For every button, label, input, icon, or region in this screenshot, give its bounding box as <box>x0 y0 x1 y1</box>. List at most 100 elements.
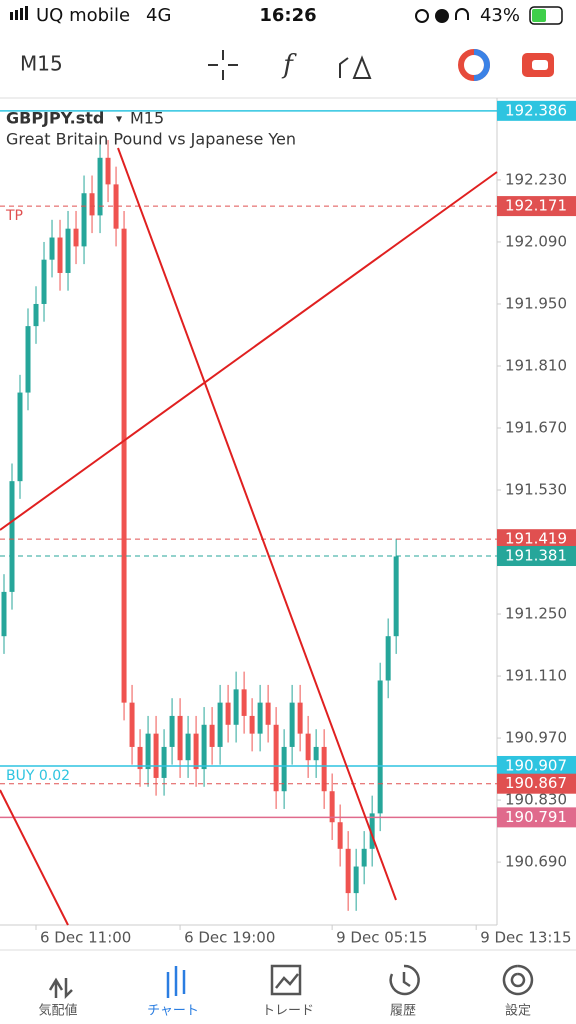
candle-body <box>153 733 159 778</box>
candle-body <box>169 715 175 747</box>
signal <box>25 6 28 20</box>
candle-body <box>193 733 199 770</box>
crosshair-icon[interactable] <box>208 50 238 80</box>
candle-body <box>73 228 79 247</box>
candle-body <box>329 791 335 823</box>
candle-body <box>313 746 319 761</box>
candle-body <box>81 193 87 247</box>
nav-label[interactable]: トレード <box>262 1004 314 1019</box>
candle-body <box>249 715 255 734</box>
nav-icon[interactable] <box>502 964 534 996</box>
candle-body <box>233 689 239 725</box>
objects-icon[interactable] <box>339 55 372 79</box>
line-name: BUY 0.02 <box>6 768 70 784</box>
line-name: TP <box>5 208 23 224</box>
y-tick-label: 191.110 <box>505 667 567 685</box>
signal <box>10 12 13 20</box>
nav-label[interactable]: 設定 <box>505 1003 531 1019</box>
price-label-box <box>497 100 576 121</box>
icon <box>415 9 429 23</box>
trend-line <box>117 147 397 901</box>
candle-body <box>185 733 191 761</box>
price-label: 191.381 <box>505 547 567 565</box>
chart: 192.230 192.090 191.950 191.810 191.670 191.5… <box>0 98 576 947</box>
price-label: 190.907 <box>505 756 567 774</box>
nav-label[interactable]: チャート <box>147 1004 199 1019</box>
nav-icon[interactable] <box>270 964 302 996</box>
carrier: UQ mobile <box>36 5 130 26</box>
bottom-nav: 気配値 チャート トレード 履歴 設定 <box>0 949 576 1019</box>
candle-body <box>41 259 47 304</box>
nav-label[interactable]: 履歴 <box>390 1004 416 1019</box>
y-tick-label: 191.950 <box>505 294 567 312</box>
candle-body <box>17 392 23 482</box>
nav-icon[interactable] <box>389 964 420 996</box>
candle-body <box>201 724 207 770</box>
candle-body <box>1 591 7 637</box>
candle-body <box>113 184 119 229</box>
candle-body <box>321 746 327 792</box>
nav-label[interactable]: 気配値 <box>38 1003 77 1019</box>
price-label: 191.419 <box>505 530 567 548</box>
y-tick-label: 192.090 <box>505 232 567 250</box>
dropdown: ▾ <box>116 112 122 126</box>
candle-body <box>65 228 71 273</box>
status-bar: UQ mobile 4G 16:26 43% <box>10 5 563 26</box>
price-label-box <box>497 773 576 794</box>
trend-line <box>0 171 498 531</box>
y-tick-label: 190.970 <box>505 729 567 747</box>
candle-body <box>281 746 287 792</box>
candle-body <box>345 848 351 894</box>
nav-icon[interactable] <box>166 966 186 998</box>
y-tick-label: 190.690 <box>505 853 567 871</box>
price-label-box <box>497 755 576 776</box>
timeframe[interactable]: M15 <box>20 52 63 76</box>
chart-subtitle: Great Britain Pound vs Japanese Yen <box>6 130 296 149</box>
price-label: 190.867 <box>505 774 567 792</box>
price-label-box <box>497 529 576 550</box>
candle-body <box>393 556 399 637</box>
x-tick-label: 6 Dec 19:00 <box>184 929 275 947</box>
candle-body <box>9 481 15 592</box>
candle-body <box>97 157 103 216</box>
battery <box>529 6 563 25</box>
signal <box>20 8 23 20</box>
candle-body <box>89 193 95 216</box>
toolbar: M15 f <box>20 49 554 81</box>
battery-percent: 43% <box>480 5 520 26</box>
price-label: 192.171 <box>505 197 567 215</box>
candle-body <box>257 702 263 734</box>
x-tick-label: 9 Dec 05:15 <box>336 929 427 947</box>
x-tick-label: 6 Dec 11:00 <box>40 929 131 947</box>
candle-body <box>337 822 343 849</box>
candle-body <box>297 702 303 734</box>
candle-body <box>361 848 367 867</box>
clock: 16:26 <box>259 5 316 26</box>
price-label-box <box>497 807 576 828</box>
candle-body <box>33 303 39 327</box>
icon <box>455 8 469 20</box>
candle-body <box>121 228 127 703</box>
candle-body <box>385 636 391 681</box>
chart-timeframe: M15 <box>130 109 164 128</box>
network: 4G <box>146 5 171 26</box>
nav-icon[interactable] <box>48 977 73 1000</box>
trade-icon <box>532 60 548 70</box>
candle-body <box>241 689 247 716</box>
icon <box>435 9 449 23</box>
chart-title: GBPJPY.std <box>6 109 104 128</box>
candle-body <box>369 813 375 849</box>
candle-body <box>209 724 215 747</box>
x-tick-label: 9 Dec 13:15 <box>480 929 571 947</box>
candle-body <box>137 746 143 770</box>
account-icon <box>473 49 490 81</box>
y-tick-label: 191.530 <box>505 481 567 499</box>
candle-body <box>105 157 111 185</box>
candle-body <box>265 702 271 725</box>
candle-body <box>273 724 279 792</box>
y-tick-label: 191.250 <box>505 605 567 623</box>
battery-level <box>532 9 546 22</box>
